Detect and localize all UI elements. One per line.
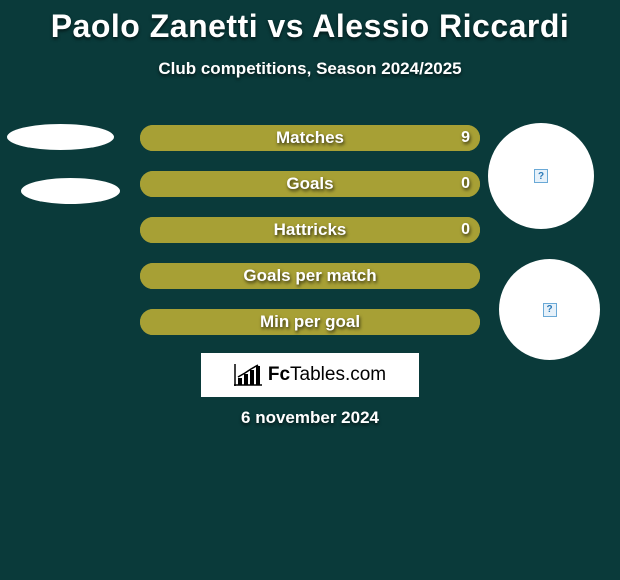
bar-row-hattricks: Hattricks 0: [140, 217, 480, 243]
bar-label: Matches: [140, 125, 480, 151]
image-placeholder-icon: ?: [534, 169, 548, 183]
subtitle: Club competitions, Season 2024/2025: [0, 59, 620, 79]
bar-value: 9: [461, 125, 470, 151]
left-ellipse-1: [7, 124, 114, 150]
logo-text-bold: Fc: [268, 364, 290, 385]
image-placeholder-icon: ?: [543, 303, 557, 317]
left-ellipse-2: [21, 178, 120, 204]
bar-label: Goals: [140, 171, 480, 197]
bar-row-matches: Matches 9: [140, 125, 480, 151]
fctables-logo: FcTables.com: [201, 353, 419, 397]
logo-text-light: Tables.com: [290, 364, 386, 385]
bar-row-min-per-goal: Min per goal: [140, 309, 480, 335]
bar-value: 0: [461, 217, 470, 243]
bar-label: Min per goal: [140, 309, 480, 335]
stats-bars: Matches 9 Goals 0 Hattricks 0 Goals per …: [140, 125, 480, 355]
right-circle-1: ?: [488, 123, 594, 229]
logo-text: FcTables.com: [268, 364, 386, 386]
bar-value: 0: [461, 171, 470, 197]
right-circle-2: ?: [499, 259, 600, 360]
bar-row-goals-per-match: Goals per match: [140, 263, 480, 289]
bar-label: Hattricks: [140, 217, 480, 243]
page-root: Paolo Zanetti vs Alessio Riccardi Club c…: [0, 0, 620, 580]
page-title: Paolo Zanetti vs Alessio Riccardi: [0, 0, 620, 45]
bar-row-goals: Goals 0: [140, 171, 480, 197]
bar-chart-icon: [234, 364, 262, 386]
bar-label: Goals per match: [140, 263, 480, 289]
date-text: 6 november 2024: [0, 408, 620, 428]
